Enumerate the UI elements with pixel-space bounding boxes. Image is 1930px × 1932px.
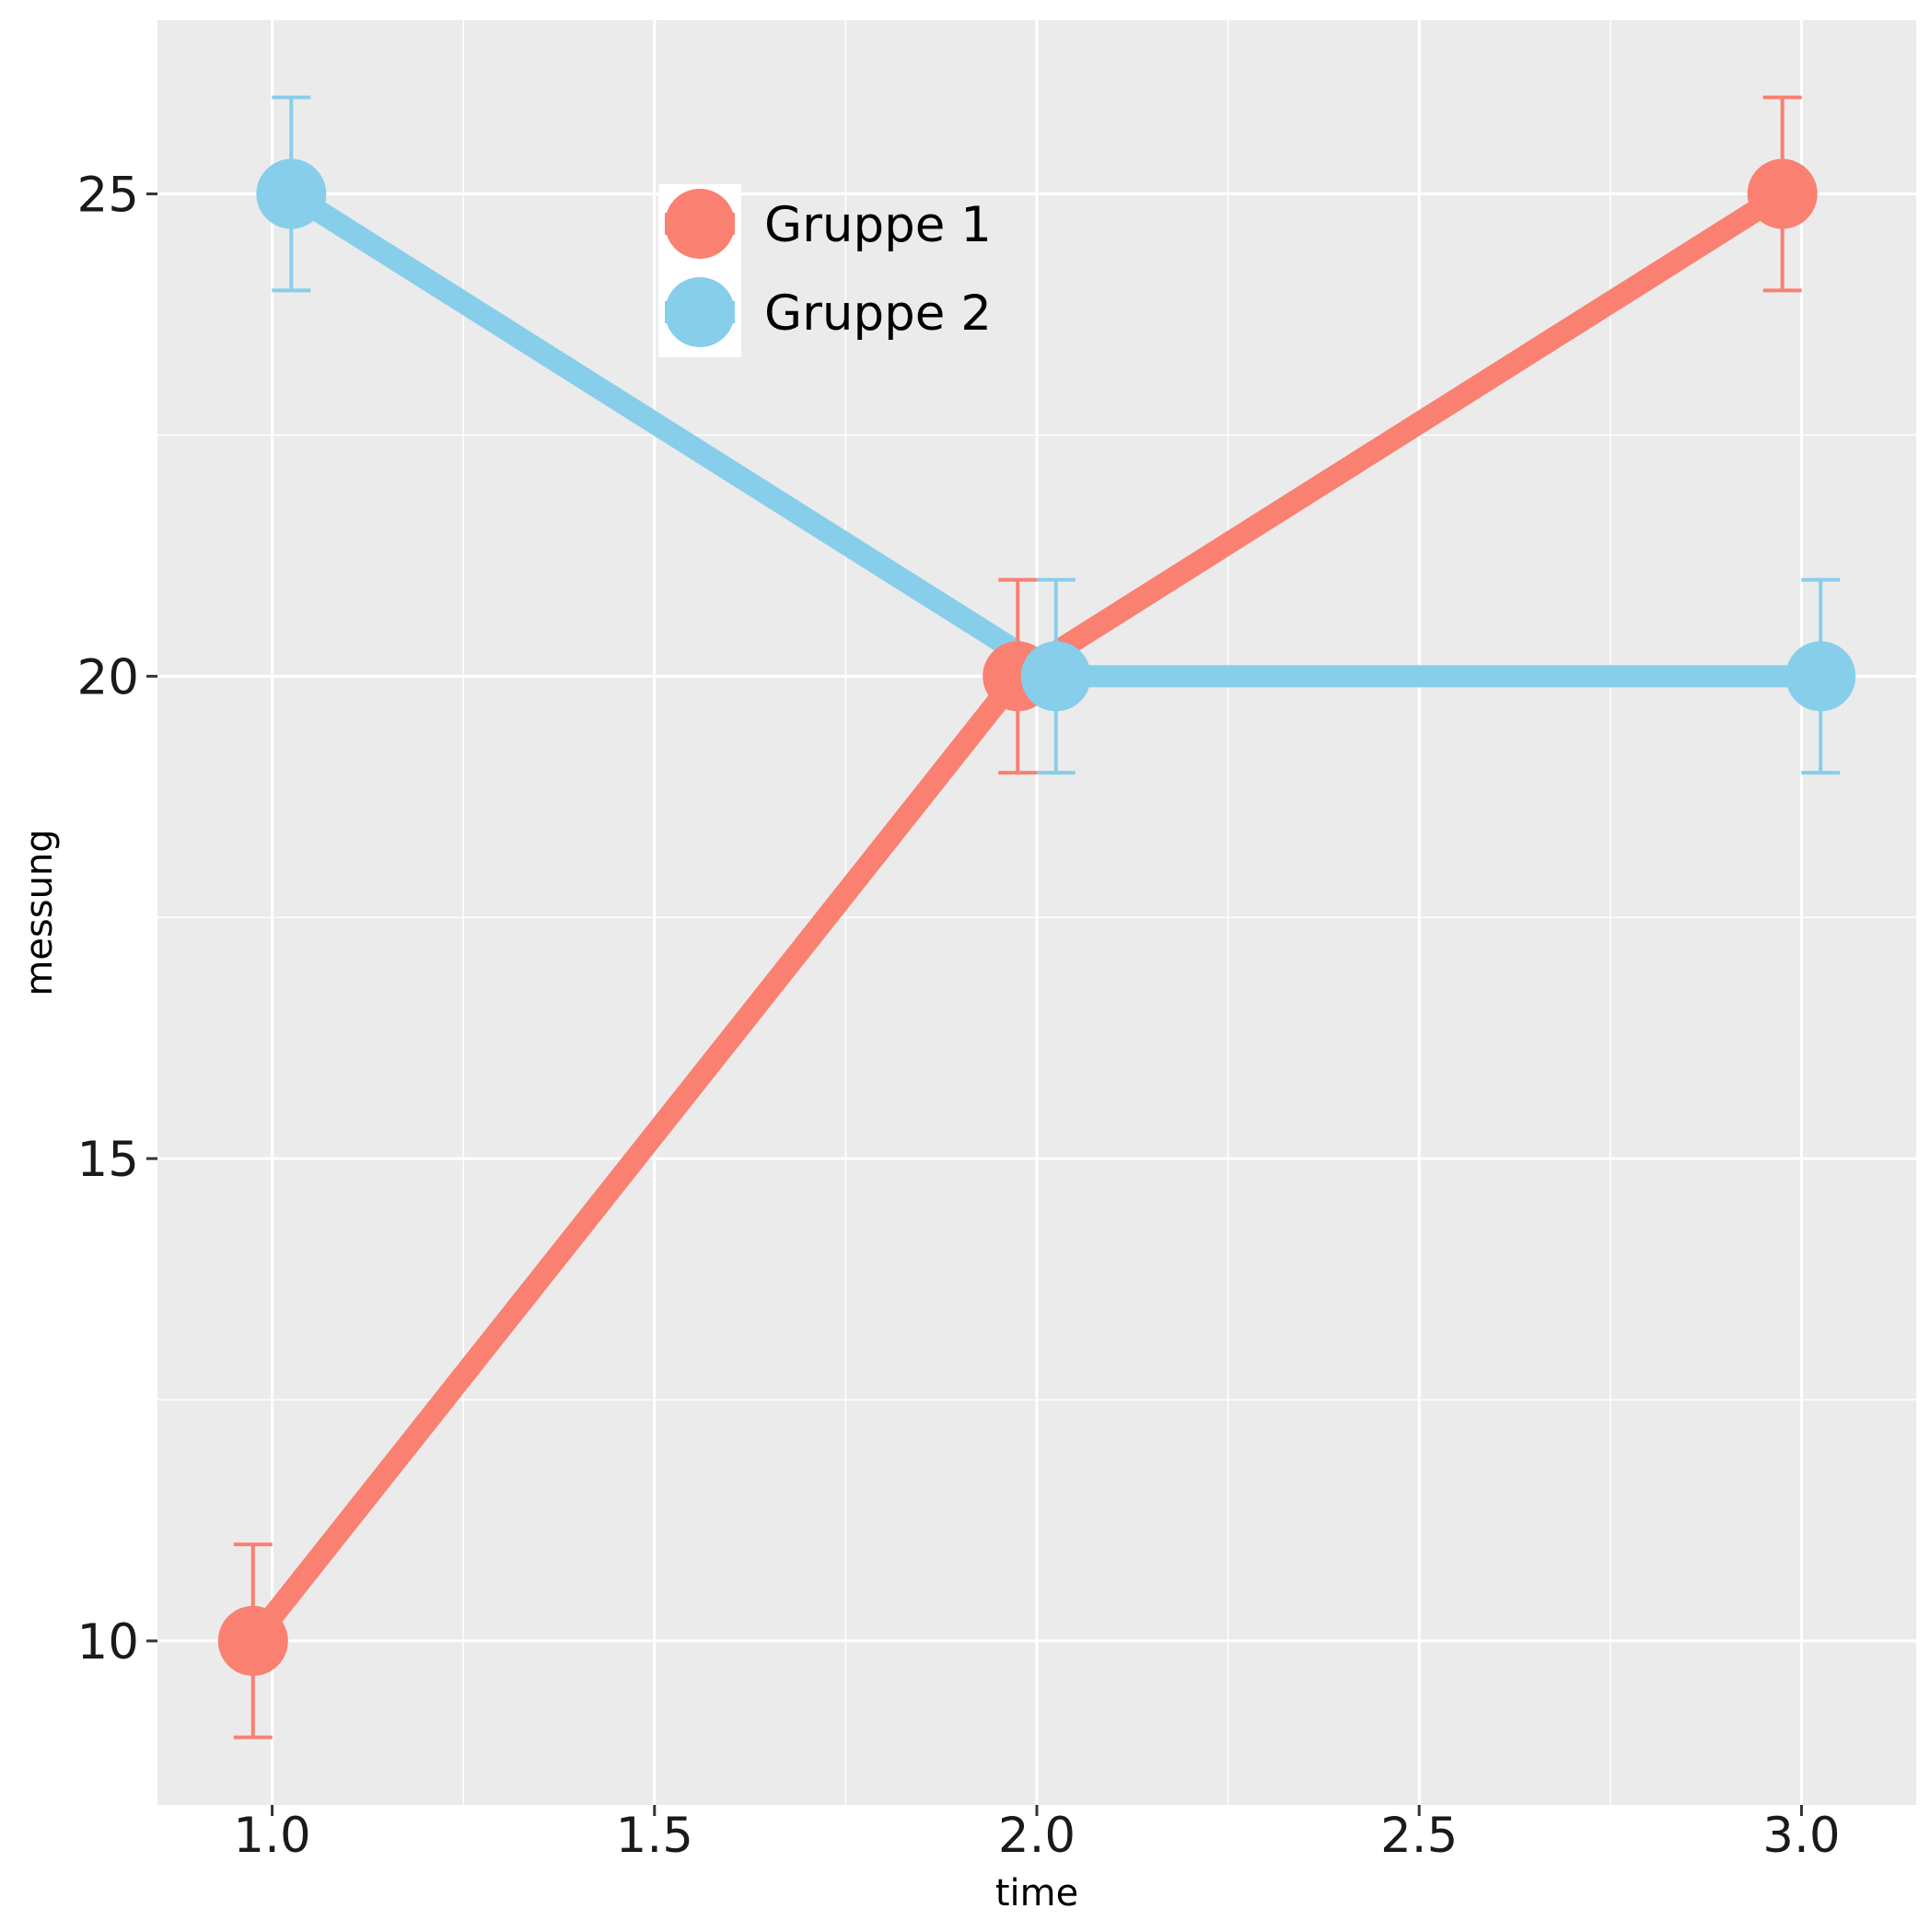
data-point [1785, 641, 1856, 712]
legend-label: Gruppe 1 [764, 197, 992, 253]
x-tick-label: 2.5 [1380, 1808, 1458, 1864]
data-point [256, 158, 327, 229]
y-axis-title: messung [18, 829, 61, 995]
data-point [217, 1605, 288, 1676]
legend-label: Gruppe 2 [764, 285, 992, 342]
y-tick-label: 20 [77, 649, 139, 705]
x-axis-title: time [995, 1872, 1078, 1915]
y-tick-label: 10 [77, 1614, 139, 1670]
data-points [217, 158, 1856, 1676]
legend-key-point [665, 189, 735, 259]
legend-key-point [665, 277, 735, 347]
data-point [1020, 641, 1091, 712]
x-tick-label: 2.0 [998, 1808, 1075, 1864]
x-tick-label: 1.5 [616, 1808, 693, 1864]
y-tick-label: 15 [77, 1132, 139, 1188]
data-point [1747, 158, 1818, 229]
axes: 1.0 1.5 2.0 2.5 3.0 10 15 20 25 [77, 168, 1841, 1864]
legend: Gruppe 1 Gruppe 2 [658, 184, 992, 357]
y-tick-label: 25 [77, 168, 139, 224]
x-tick-label: 1.0 [233, 1808, 310, 1864]
x-tick-label: 3.0 [1762, 1808, 1840, 1864]
